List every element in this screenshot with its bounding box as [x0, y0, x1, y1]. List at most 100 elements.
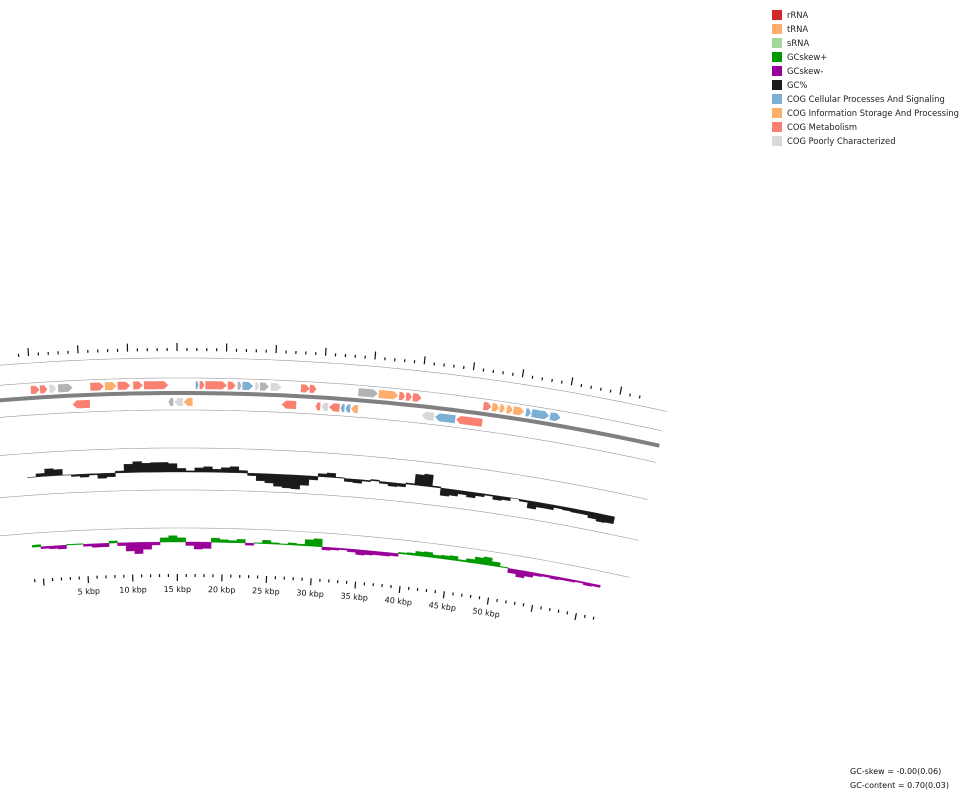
gc-skew-bar [474, 556, 485, 565]
gc-content-bar [115, 470, 125, 474]
legend-item: tRNA [772, 22, 959, 36]
gene-arrow-reverse [329, 403, 340, 412]
gc-content-bar [579, 509, 590, 516]
gc-content-bar [141, 462, 151, 473]
gc-skew-bar [346, 548, 357, 553]
gene-arrow-forward [199, 381, 205, 390]
major-tick [570, 377, 574, 386]
gc-skew-bar [507, 568, 517, 575]
gene-arrow-reverse [421, 411, 435, 421]
minor-tick [566, 611, 569, 615]
gc-content-bar [44, 468, 54, 477]
gene-arrow-forward [499, 404, 505, 413]
gc-content-bar [335, 476, 345, 479]
gene-arrow-forward [195, 381, 199, 390]
gc-content-bar [352, 478, 363, 484]
gc-skew-bar [49, 545, 59, 550]
track-guide-lines [0, 357, 668, 578]
gc-content-bar [281, 474, 292, 489]
gc-content-bar [604, 514, 615, 525]
gc-skew-bar [457, 559, 467, 563]
gc-skew-bar [582, 581, 593, 587]
gc-skew-bar [415, 551, 425, 557]
legend-label: GC% [787, 80, 808, 90]
gc-skew-bar [66, 543, 76, 546]
minor-tick [548, 607, 551, 612]
gc-skew-bar [355, 549, 365, 556]
gc-skew-bar [363, 550, 374, 556]
gc-content-bar [168, 463, 178, 473]
tick-label: 15 kbp [164, 585, 192, 594]
major-tick [354, 581, 357, 589]
tick-label: 35 kbp [340, 591, 368, 602]
gene-arrow-forward [309, 384, 317, 393]
gc-skew-bar [262, 539, 272, 545]
gc-skew-bar [202, 541, 212, 549]
legend-label: COG Information Storage And Processing [787, 108, 959, 118]
gc-skew-bar [83, 543, 93, 547]
gc-skew-bar [31, 544, 42, 548]
gc-skew-bar [380, 551, 391, 557]
gc-skew-bar [541, 573, 551, 578]
legend-label: tRNA [787, 24, 809, 34]
gc-skew-bar [168, 535, 178, 543]
gc-skew-bar [448, 555, 459, 562]
gene-arrow-reverse [174, 398, 183, 406]
major-tick [423, 356, 426, 365]
gc-content-bar [106, 472, 116, 478]
gc-content-bar [264, 473, 275, 484]
gc-content-bar [185, 470, 195, 473]
gc-skew-bar [185, 541, 195, 546]
legend-swatch [772, 122, 782, 132]
gc-content-bar [466, 491, 477, 499]
gene-arrow-reverse [168, 398, 174, 406]
legend-item: GC% [772, 78, 959, 92]
gc-skew-bar [557, 576, 568, 582]
gc-skew-bar [117, 542, 127, 546]
gene-arrow-forward [506, 405, 513, 414]
gene-arrow-forward [358, 388, 378, 398]
gene-arrow-forward [300, 384, 310, 393]
genome-statistics: GC-skew = -0.00(0.06) GC-content = 0.70(… [850, 765, 949, 793]
gc-content-bar [535, 501, 546, 509]
gc-skew-bar [465, 558, 476, 564]
gc-skew-bar [432, 554, 442, 559]
gc-skew-bar [287, 542, 297, 546]
gc-skew-bar [499, 566, 509, 569]
gc-content-bar [194, 467, 204, 473]
gc-content-bar [212, 468, 222, 473]
gc-skew-bar [566, 578, 576, 583]
gc-skew-bar [398, 551, 408, 555]
legend-swatch [772, 108, 782, 118]
gc-skew-bar [313, 538, 323, 548]
legend-label: sRNA [787, 38, 810, 48]
gene-arrow-reverse [281, 400, 297, 410]
gc-skew-bar [100, 542, 110, 548]
outer-tick-marks [17, 343, 641, 399]
minor-tick [540, 606, 542, 610]
gene-arrow-forward [227, 381, 236, 390]
gene-arrow-forward [270, 382, 282, 392]
major-tick [486, 597, 490, 605]
major-tick [374, 351, 377, 360]
gc-skew-bar [482, 556, 493, 566]
major-tick [619, 386, 623, 395]
legend-item: GCskew- [772, 64, 959, 78]
gene-arrow-forward [491, 403, 499, 412]
legend-swatch [772, 52, 782, 62]
legend-label: COG Poorly Characterized [787, 136, 896, 146]
gc-skew-bar [142, 541, 152, 550]
legend-item: sRNA [772, 36, 959, 50]
legend-swatch [772, 136, 782, 146]
gc-content-bar [405, 482, 415, 486]
gc-content-bar [203, 466, 213, 473]
tick-label: 50 kbp [472, 606, 501, 619]
legend-swatch [772, 94, 782, 104]
gene-arrow-forward [237, 381, 242, 390]
gc-content-bar [501, 496, 511, 502]
gene-arrow-reverse [345, 404, 351, 413]
guide-circle [0, 409, 656, 463]
gene-arrow-forward [405, 392, 412, 401]
gc-skew-bar [151, 541, 161, 546]
legend-item: COG Poorly Characterized [772, 134, 959, 148]
